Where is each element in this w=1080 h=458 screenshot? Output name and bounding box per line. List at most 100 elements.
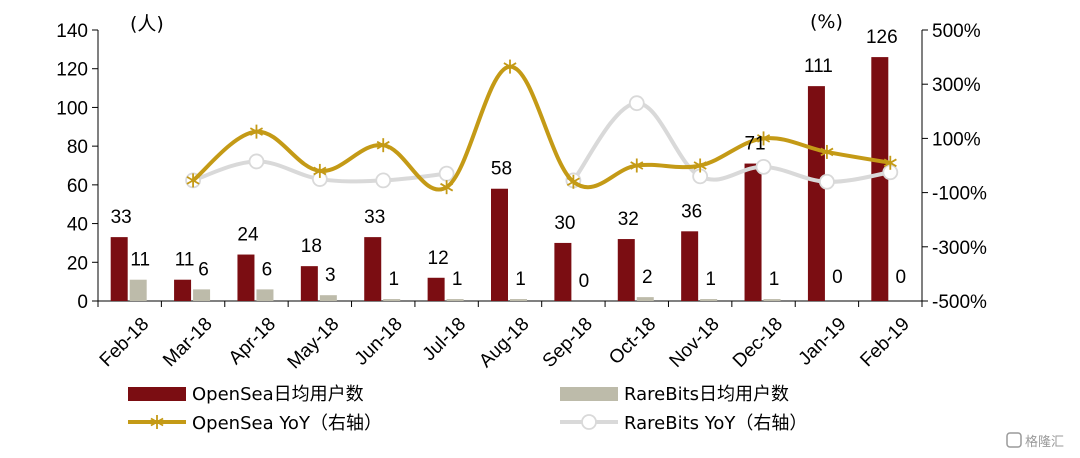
marker-opensea: [186, 173, 200, 188]
data-label-opensea: 24: [237, 225, 259, 246]
data-label-rarebits: 6: [198, 259, 209, 280]
data-label-opensea: 11: [175, 250, 195, 271]
data-label-rarebits: 3: [325, 265, 336, 286]
x-tick-label: Mar-18: [159, 314, 216, 371]
marker-rarebits: [438, 165, 455, 182]
right-tick-label: 100%: [932, 129, 981, 150]
marker-opensea: [757, 131, 771, 146]
asterisk-stroke: [566, 177, 580, 187]
data-label-opensea: 33: [111, 207, 132, 228]
marker-opensea: [249, 124, 263, 139]
data-label-rarebits: 0: [832, 267, 843, 288]
x-tick-label: May-18: [284, 314, 344, 374]
marker-rarebits: [755, 158, 772, 175]
left-tick-label: 80: [67, 137, 88, 158]
bar-opensea: [237, 254, 255, 301]
marker-opensea: [883, 155, 897, 170]
bar-opensea: [617, 239, 635, 301]
x-tick-label: Jun-18: [351, 314, 407, 370]
asterisk-stroke: [376, 140, 390, 150]
legend-label-rarebits-line: RareBits YoY（右轴）: [624, 413, 807, 434]
left-tick-label: 40: [67, 215, 88, 236]
data-label-rarebits: 0: [896, 267, 907, 288]
x-tick-label: Aug-18: [475, 314, 533, 372]
bar-rarebits: [446, 299, 464, 301]
legend-marker-rarebits: [581, 414, 597, 430]
data-label-opensea: 58: [491, 159, 512, 180]
asterisk-stroke: [313, 166, 327, 176]
asterisk-stroke: [249, 127, 263, 136]
bar-rarebits: [193, 289, 211, 301]
data-label-rarebits: 1: [388, 269, 399, 290]
lines: [185, 59, 899, 195]
marker-opensea: [693, 158, 707, 173]
line-opensea-yoy: [186, 59, 897, 195]
watermark-text: 格隆汇: [1025, 434, 1064, 450]
legend-swatch-rarebits-bar: [560, 387, 618, 401]
bar-rarebits: [700, 299, 718, 301]
marker-rarebits: [628, 95, 645, 112]
left-tick-label: 0: [77, 292, 88, 313]
bar-opensea: [427, 277, 445, 301]
asterisk-stroke: [440, 182, 454, 192]
marker-opensea: [820, 144, 834, 159]
right-tick-label: -100%: [932, 184, 987, 205]
x-tick-label: Oct-18: [605, 314, 660, 369]
data-label-rarebits: 0: [579, 271, 590, 292]
data-label-opensea: 33: [364, 207, 385, 228]
data-label-rarebits: 1: [705, 269, 716, 290]
bar-opensea: [174, 279, 192, 301]
x-tick-label: Apr-18: [225, 314, 280, 369]
marker-opensea: [440, 180, 454, 195]
data-label-rarebits: 6: [262, 259, 273, 280]
x-tick-label: Nov-18: [666, 314, 724, 372]
bar-opensea: [871, 57, 889, 301]
marker-rarebits: [248, 153, 265, 170]
x-tick-label: Dec-18: [729, 314, 787, 372]
bar-opensea: [744, 163, 762, 301]
data-label-opensea: 71: [744, 134, 765, 155]
bar-rarebits: [763, 299, 781, 301]
bar-rarebits: [129, 279, 147, 301]
asterisk-stroke: [757, 134, 771, 143]
data-label-rarebits: 1: [769, 269, 780, 290]
left-axis-unit: (人): [130, 13, 164, 35]
data-label-opensea: 30: [554, 213, 575, 234]
asterisk-stroke: [883, 158, 897, 168]
bar-opensea: [681, 231, 699, 301]
data-label-rarebits: 11: [130, 250, 150, 271]
legend: OpenSea日均用户数 RareBits日均用户数 OpenSea YoY（右轴）…: [128, 384, 807, 434]
marker-rarebits: [819, 173, 835, 190]
bar-rarebits: [256, 289, 274, 301]
asterisk-stroke: [630, 161, 644, 170]
right-axis-unit: (%): [810, 11, 843, 33]
bar-opensea: [491, 188, 508, 301]
x-tick-label: Jul-18: [419, 314, 470, 365]
right-tick-label: 300%: [932, 75, 981, 96]
bar-opensea: [807, 86, 825, 301]
bar-opensea: [554, 242, 572, 301]
bar-opensea: [300, 266, 318, 301]
bar-opensea: [364, 237, 382, 301]
data-label-rarebits: 1: [452, 269, 463, 290]
asterisk-stroke: [186, 176, 200, 185]
asterisk-stroke: [150, 417, 164, 427]
marker-rarebits: [375, 172, 392, 189]
asterisk-stroke: [693, 161, 707, 170]
legend-label-opensea-line: OpenSea YoY（右轴）: [192, 413, 382, 434]
right-tick-label: -300%: [932, 238, 987, 259]
marker-opensea: [313, 163, 327, 178]
left-tick-label: 140: [56, 21, 88, 42]
left-tick-label: 100: [56, 98, 88, 119]
data-label-opensea: 18: [301, 236, 322, 257]
x-tick-label: Feb-19: [856, 314, 913, 371]
bar-opensea: [110, 237, 128, 301]
data-label-opensea: 12: [428, 248, 449, 269]
left-tick-label: 120: [56, 60, 88, 81]
bar-rarebits: [319, 295, 337, 301]
asterisk-stroke: [503, 62, 517, 71]
right-tick-label: 500%: [932, 21, 981, 42]
